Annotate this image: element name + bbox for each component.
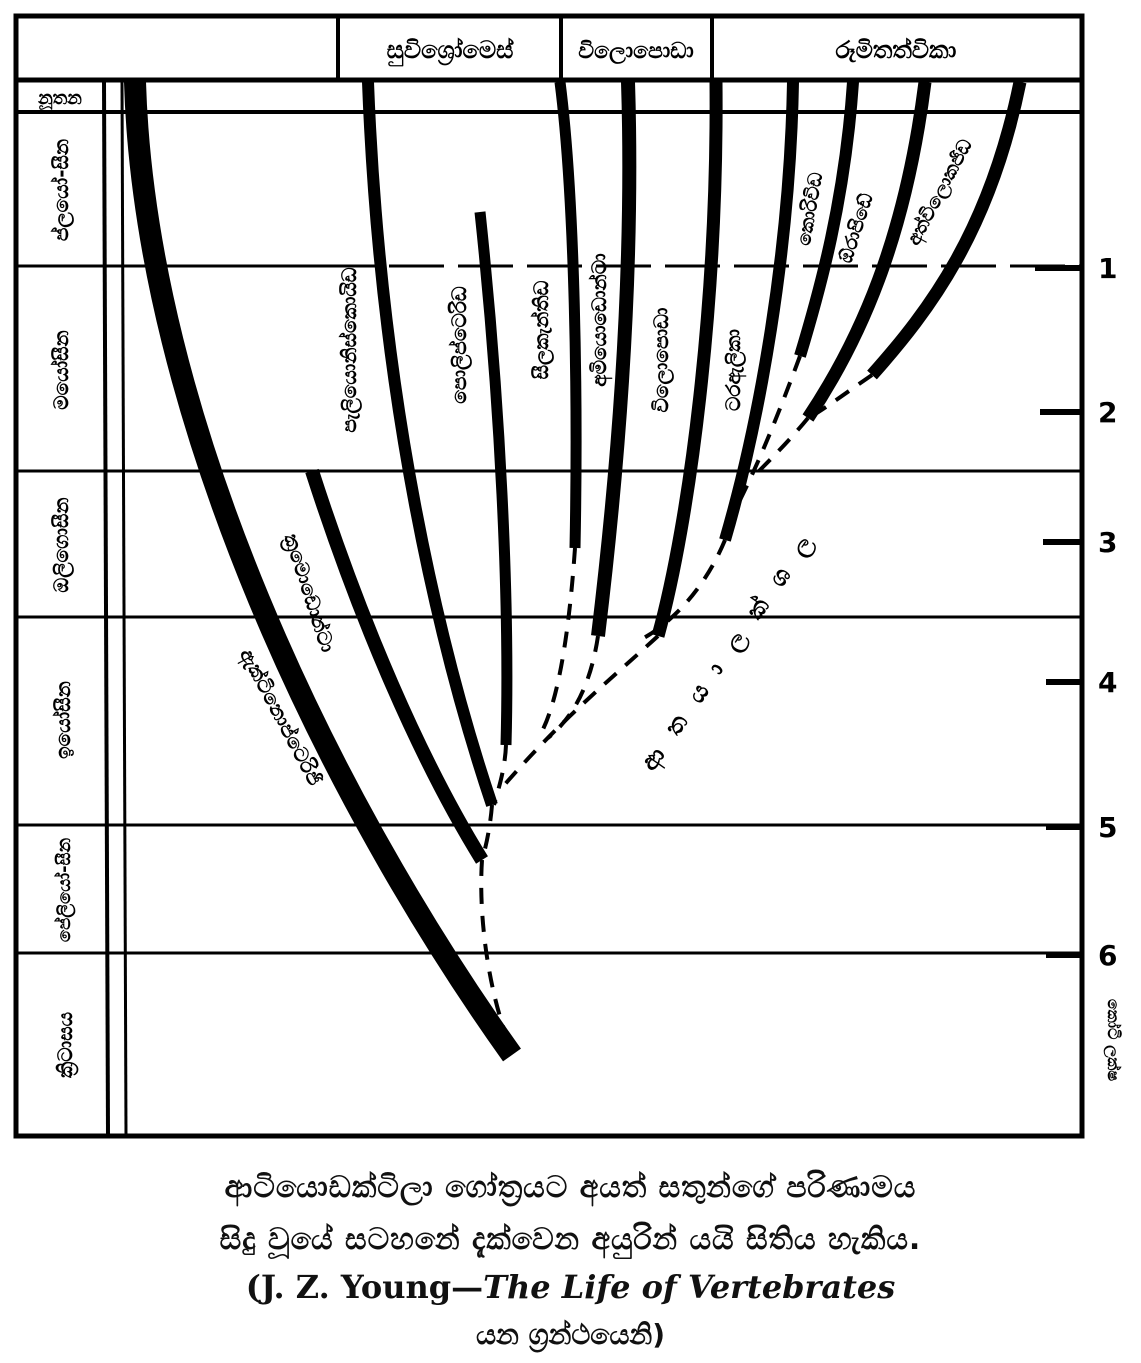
lineage-label-4: පොලිප්ටෙරිඩ — [447, 286, 473, 404]
period-label-paleocene: පේලියෝ-සීන — [53, 837, 76, 942]
diagram-frame — [13, 13, 1085, 1139]
lineage-label-7: විලොපොඩා — [649, 307, 675, 412]
citation-book-title: The Life of Vertebrates — [483, 1268, 896, 1306]
lineage-label-3: පැලියොනිස්කොයිඩ — [337, 267, 363, 432]
header-group-2: විලොපොඩා — [578, 39, 693, 65]
header-group-1: සුවිශ්‍රෝමෙස් — [387, 36, 515, 67]
period-label-miocene: මයෝසීන — [49, 330, 73, 410]
period-column-divider — [102, 79, 110, 1137]
phylogeny-diagram: සුවිශ්‍රෝමෙස් විලොපොඩා රූමිතත්විකා නූතන … — [13, 13, 1123, 1139]
caption-line-4: යන ග්‍රන්ථයෙනි) — [475, 1318, 666, 1351]
lineage-branches — [124, 80, 1027, 1062]
scale-tick-5: 5 — [1098, 811, 1117, 844]
period-label-eocene: ඉයෝසීන — [51, 681, 75, 759]
header-group-3: රූමිතත්විකා — [836, 36, 957, 64]
period-column-divider-inner — [120, 79, 128, 1137]
lineage-label-9: කොරිවිඩ — [793, 171, 827, 248]
period-label-recent: නූතන — [37, 88, 82, 110]
period-label-oligocene: ඔලිගොසීන — [49, 497, 75, 592]
period-label-pliocene: ප්ලයෝ-සීන — [49, 139, 75, 241]
lineage-label-8: ටරඇලිකා — [721, 329, 747, 411]
scale-tick-1: 1 — [1098, 252, 1117, 285]
citation-author: (J. Z. Young— — [245, 1268, 484, 1306]
ancestor-label: ආ ත ය ා ල ක් ශ ල — [635, 525, 824, 777]
caption-line-2: සිදු වූයේ සටහනේ දැක්වෙන අයුරින් යයි සිති… — [219, 1222, 922, 1257]
scale-unit-label: කෝටි ලක්ෂ — [1102, 999, 1123, 1081]
scale-ticks — [1035, 265, 1082, 958]
caption-line-1: ආටියොඩක්ටිලා ගෝත්‍රයට අයත් සතුන්ගේ පරිණා… — [224, 1170, 917, 1205]
scale-tick-3: 3 — [1098, 526, 1117, 559]
scale-tick-6: 6 — [1098, 939, 1117, 972]
period-label-cretaceous: ක්‍රිටාසය — [53, 1012, 79, 1078]
scale-tick-4: 4 — [1098, 666, 1117, 699]
caption-citation: (J. Z. Young—The Life of Vertebrates — [0, 1268, 1141, 1306]
lineage-label-6: අමියොඩොන්ටා — [587, 253, 613, 387]
scale-tick-2: 2 — [1098, 396, 1117, 429]
lineage-label-5: සීලකැන්තිඩ — [529, 280, 555, 379]
lineage-dashed-connections — [479, 355, 874, 1051]
